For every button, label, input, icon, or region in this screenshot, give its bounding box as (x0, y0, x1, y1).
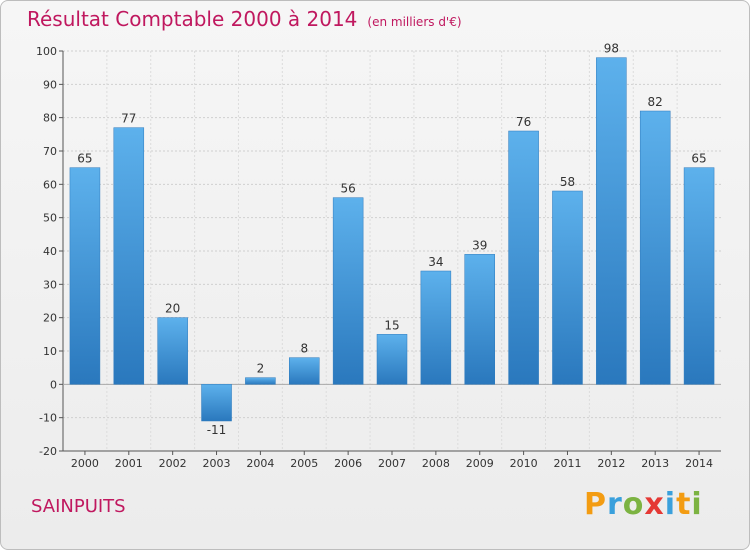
x-tick-label: 2009 (466, 457, 494, 470)
data-label: 8 (300, 342, 308, 356)
logo-letter: P (584, 487, 607, 522)
proxiti-logo: Proxiti (584, 487, 703, 522)
x-tick-label: 2004 (246, 457, 274, 470)
data-label: 56 (340, 182, 355, 196)
data-label: 76 (516, 115, 531, 129)
x-tick-label: 2002 (159, 457, 187, 470)
bar (201, 384, 232, 422)
y-tick-label: 70 (43, 145, 57, 158)
data-label: 65 (77, 152, 92, 166)
data-label: 58 (560, 175, 575, 189)
y-tick-label: 50 (43, 212, 57, 225)
bar (332, 197, 364, 385)
logo-letter: o (622, 487, 645, 522)
y-tick-label: 60 (43, 178, 57, 191)
y-tick-label: 30 (43, 278, 57, 291)
x-tick-label: 2000 (71, 457, 99, 470)
y-tick-label: -20 (39, 445, 57, 458)
bar (69, 167, 101, 385)
chart-title-text: Résultat Comptable 2000 à 2014 (27, 7, 358, 31)
y-tick-labels: -20 -10 0 10 20 30 40 50 60 70 80 90 100 (36, 45, 57, 458)
bar (683, 167, 715, 385)
y-tick-label: 10 (43, 345, 57, 358)
data-label: -11 (207, 423, 227, 437)
location-name: SAINPUITS (31, 496, 126, 517)
data-label: 34 (428, 255, 443, 269)
bar (639, 110, 671, 385)
bar (289, 357, 320, 385)
data-label: 98 (604, 42, 619, 56)
data-labels: 65 77 20 -11 2 8 56 15 34 39 76 58 98 82 65 (77, 42, 706, 437)
data-label: 20 (165, 302, 180, 316)
bar (420, 270, 452, 385)
bar (552, 190, 583, 385)
bar (464, 254, 495, 385)
bar (113, 127, 145, 385)
x-tick-label: 2001 (115, 457, 143, 470)
logo-letter: r (607, 487, 623, 522)
bar (157, 317, 188, 385)
y-tick-label: 80 (43, 112, 57, 125)
data-label: 2 (257, 362, 265, 376)
bar (596, 57, 627, 385)
x-tick-label: 2014 (685, 457, 713, 470)
x-tick-labels: 2000 2001 2002 2003 2004 2005 2006 2007 2008 2009… (71, 457, 713, 470)
chart-title: Résultat Comptable 2000 à 2014 (en millie… (27, 7, 462, 31)
y-tick-label: 40 (43, 245, 57, 258)
x-tick-label: 2011 (553, 457, 581, 470)
data-label: 15 (384, 318, 399, 332)
y-tick-label: 90 (43, 78, 57, 91)
data-label: 39 (472, 238, 487, 252)
x-tick-label: 2003 (203, 457, 231, 470)
x-tick-label: 2007 (378, 457, 406, 470)
data-label: 65 (691, 152, 706, 166)
bar (376, 334, 408, 385)
x-tick-label: 2005 (290, 457, 318, 470)
data-label: 77 (121, 112, 136, 126)
bar (508, 130, 539, 385)
y-tick-label: -10 (39, 412, 57, 425)
y-tick-label: 100 (36, 45, 57, 58)
bar (245, 377, 276, 385)
x-tick-label: 2006 (334, 457, 362, 470)
logo-letter: i (664, 487, 677, 522)
x-tick-label: 2013 (641, 457, 669, 470)
logo-letter: x (644, 487, 665, 522)
chart-subtitle: (en milliers d'€) (367, 15, 462, 29)
x-tick-label: 2010 (510, 457, 538, 470)
logo-letter: i (691, 487, 703, 522)
x-tick-label: 2008 (422, 457, 450, 470)
logo-letter: t (676, 487, 692, 522)
y-tick-label: 0 (50, 378, 57, 391)
y-tick-label: 20 (43, 312, 57, 325)
x-tick-label: 2012 (597, 457, 625, 470)
data-label: 82 (648, 95, 663, 109)
bars (69, 57, 715, 422)
